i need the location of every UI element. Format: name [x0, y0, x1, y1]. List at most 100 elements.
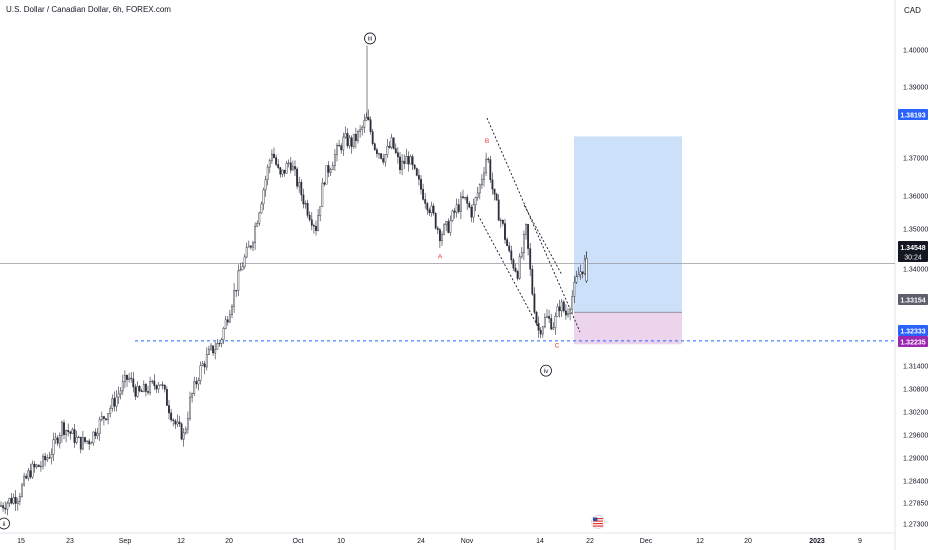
currency-label: CAD [904, 6, 921, 15]
candle [396, 147, 399, 164]
target-badge-bg [898, 109, 928, 120]
wave-label-circled[interactable]: iii [364, 32, 376, 45]
candle [94, 428, 97, 440]
candle [18, 493, 21, 506]
candle [283, 169, 286, 177]
candle [241, 262, 244, 271]
candle [514, 263, 517, 273]
candle [216, 339, 219, 350]
candle [413, 164, 416, 171]
candle [268, 158, 271, 174]
candle [491, 172, 494, 195]
candle [2, 502, 5, 512]
candle [441, 231, 443, 246]
candle [33, 460, 36, 473]
candle [512, 258, 515, 271]
us-flag-icon[interactable] [591, 515, 605, 529]
candle [21, 482, 23, 498]
wave-label[interactable]: C [555, 342, 560, 349]
target-zone[interactable] [574, 136, 682, 313]
candle [48, 451, 51, 459]
candle [581, 271, 584, 279]
candle [184, 426, 187, 436]
candle [346, 128, 349, 149]
candle [504, 218, 506, 244]
candle [71, 427, 74, 434]
wave-label-circled[interactable]: iv [540, 364, 552, 377]
candle [31, 460, 34, 479]
candle [113, 391, 116, 412]
candle [579, 264, 582, 280]
candle [518, 253, 521, 280]
candle [226, 316, 229, 326]
candle [577, 267, 580, 278]
candle [428, 207, 431, 217]
candle [46, 454, 49, 462]
candle [90, 441, 93, 445]
candle [199, 361, 202, 385]
candle [525, 223, 527, 240]
candle [77, 435, 80, 439]
candle [111, 394, 114, 412]
svg-text:iii: iii [368, 36, 372, 43]
candle [218, 341, 221, 347]
candle [117, 386, 120, 404]
candle [310, 212, 313, 231]
svg-text:ii: ii [3, 521, 6, 528]
candle [401, 154, 404, 176]
candle [63, 419, 65, 440]
candle [42, 453, 44, 470]
price-tick-label: 1.30800 [903, 387, 928, 394]
candle [438, 227, 441, 249]
candle [424, 193, 427, 209]
candle [485, 152, 488, 177]
candle [480, 174, 483, 189]
candle [548, 310, 551, 324]
candle [464, 196, 467, 201]
candle [12, 493, 15, 505]
candle [237, 264, 240, 297]
channel-mid-line[interactable] [523, 204, 563, 276]
candle [165, 386, 168, 406]
candle [102, 415, 105, 426]
wave-label[interactable]: A [438, 253, 443, 260]
candle [119, 387, 122, 400]
candle [275, 154, 278, 167]
stop-zone[interactable] [574, 312, 682, 345]
channel-upper-line[interactable] [486, 117, 581, 333]
candle [550, 313, 553, 331]
candle [384, 154, 387, 167]
candle [336, 142, 338, 162]
candle [147, 385, 149, 395]
candle [214, 341, 217, 360]
wave-label[interactable]: B [485, 138, 489, 145]
time-tick-label: 23 [66, 538, 74, 545]
candle [0, 501, 2, 507]
candle [107, 413, 110, 425]
time-tick-label: 12 [696, 538, 704, 545]
candle [123, 370, 126, 389]
candle [399, 151, 401, 175]
wave-label-circled[interactable]: ii [0, 517, 10, 530]
candle [327, 161, 330, 178]
candle [329, 167, 332, 177]
candle [37, 464, 40, 468]
candle [300, 179, 303, 201]
candle [319, 206, 322, 222]
price-tick-label: 1.27850 [903, 501, 928, 508]
candle [50, 448, 53, 465]
candle [260, 201, 263, 214]
time-tick-label: Sep [119, 538, 132, 545]
candle [58, 432, 61, 449]
candle [252, 240, 254, 252]
candle [136, 381, 139, 398]
time-axis-ticks: 15 23 Sep 12 20 Oct 10 24 Nov 14 22 Dec 12 20 2023 9 [17, 538, 862, 545]
candle [239, 262, 242, 272]
candle [163, 384, 166, 393]
candle [264, 175, 267, 197]
entry-price: 1.33154 [900, 298, 925, 305]
candle [462, 189, 464, 200]
candle [403, 154, 406, 170]
candle [170, 408, 173, 423]
